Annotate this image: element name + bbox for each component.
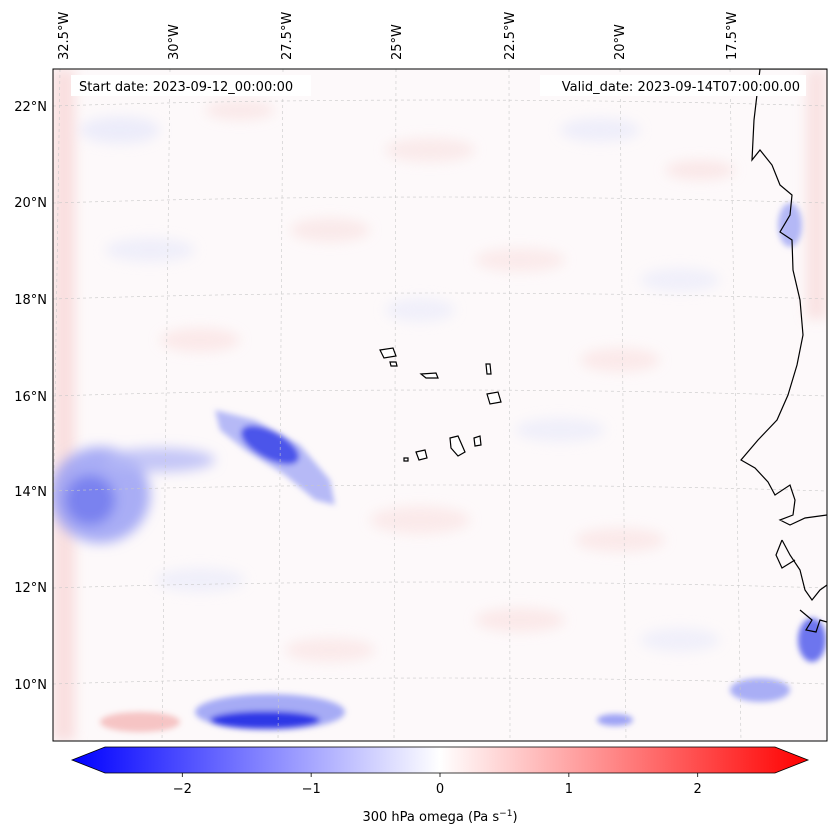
colorbar: −2 −1 0 1 2 300 hPa omega (Pa s−1): [70, 746, 810, 825]
colorbar-tick-label: 1: [565, 782, 573, 797]
colorbar-label: 300 hPa omega (Pa s−1): [362, 809, 517, 825]
graticule: [53, 69, 827, 741]
lon-label: 27.5°W: [280, 12, 295, 60]
coastline: [740, 69, 827, 633]
colorbar-bar: [70, 746, 810, 774]
latitude-labels: 22°N 20°N 18°N 16°N 14°N 12°N 10°N: [14, 100, 47, 693]
lon-label: 20°W: [613, 24, 628, 60]
lat-label: 12°N: [14, 581, 47, 596]
colorbar-tick-label: −2: [173, 782, 192, 797]
lon-label: 32.5°W: [57, 12, 72, 60]
map-background: [53, 69, 827, 741]
lon-label: 30°W: [167, 24, 182, 60]
lon-label: 25°W: [390, 24, 405, 60]
longitude-labels: 32.5°W 30°W 27.5°W 25°W 22.5°W 20°W 17.5…: [57, 12, 740, 60]
map-frame: [52, 68, 828, 742]
lat-label: 14°N: [14, 485, 47, 500]
start-date-label: Start date: 2023-09-12_00:00:00: [79, 80, 293, 95]
africa-coast: [740, 69, 827, 526]
lon-label: 22.5°W: [503, 12, 518, 60]
colorbar-tick-label: −1: [302, 782, 321, 797]
start-date-box: [71, 75, 311, 96]
map-panel: Start date: 2023-09-12_00:00:00 Valid_da…: [53, 69, 827, 741]
colorbar-tick-label: 2: [694, 782, 702, 797]
valid-date-label: Valid_date: 2023-09-14T07:00:00.00: [562, 80, 800, 95]
lat-label: 22°N: [14, 100, 47, 115]
lon-label: 17.5°W: [725, 12, 740, 60]
colorbar-ticks: −2 −1 0 1 2: [173, 773, 702, 797]
omega-field: [53, 69, 827, 741]
lat-label: 20°N: [14, 196, 47, 211]
valid-date-box: [540, 75, 806, 96]
lat-label: 16°N: [14, 390, 47, 405]
lat-label: 10°N: [14, 678, 47, 693]
cape-verde-islands: [379, 347, 502, 462]
colorbar-tick-label: 0: [436, 782, 444, 797]
lat-label: 18°N: [14, 293, 47, 308]
